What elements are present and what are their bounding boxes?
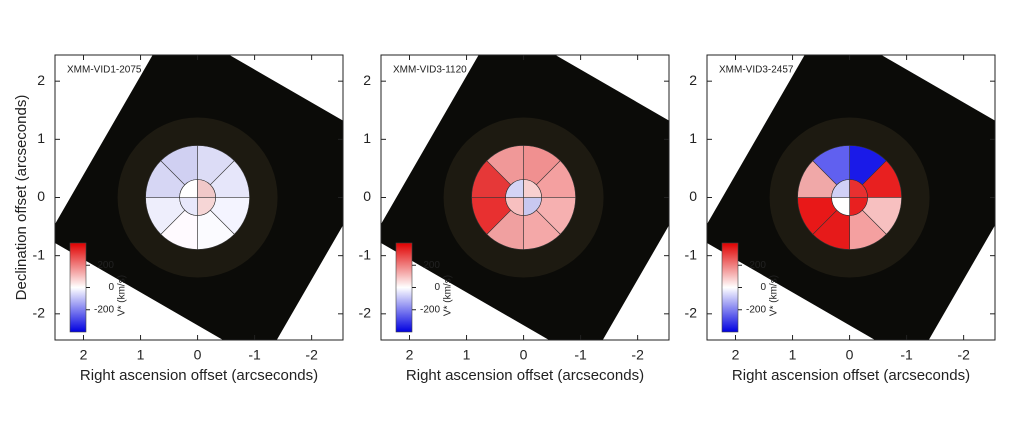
panel-title: XMM-VID3-2457 bbox=[719, 65, 794, 76]
colorbar bbox=[69, 242, 87, 333]
y-tick-label: 1 bbox=[689, 130, 697, 146]
panel: 2 1 0 -1 -2 -2 -1 0 1 2 XMM-VID1-2075 Right ascensi… bbox=[13, 54, 344, 384]
x-tick-label: -2 bbox=[957, 347, 970, 363]
colorbar-tick-label: 0 bbox=[760, 282, 766, 293]
x-tick-label: -2 bbox=[305, 347, 318, 363]
x-tick-label: 1 bbox=[463, 347, 471, 363]
x-tick-label: -2 bbox=[631, 347, 644, 363]
panel: 2 1 0 -1 -2 -2 -1 0 1 2 XMM-VID3-1120 Right ascensi… bbox=[359, 54, 670, 384]
colorbar-tick-label: -200 bbox=[420, 304, 440, 315]
velocity-bin bbox=[849, 179, 868, 198]
y-tick-label: 0 bbox=[363, 188, 371, 204]
y-tick-label: -1 bbox=[685, 246, 698, 262]
colorbar-tick-label: 0 bbox=[434, 282, 440, 293]
colorbar-tick-label: 200 bbox=[97, 260, 114, 271]
y-tick-label: 1 bbox=[363, 130, 371, 146]
y-tick-label: 2 bbox=[37, 72, 45, 88]
colorbar-label: V* (km/s) bbox=[443, 275, 454, 316]
y-tick-label: 1 bbox=[37, 130, 45, 146]
x-tick-label: 1 bbox=[789, 347, 797, 363]
x-axis-label: Right ascension offset (arcseconds) bbox=[406, 367, 644, 384]
panel-title: XMM-VID3-1120 bbox=[393, 65, 467, 76]
x-axis-label: Right ascension offset (arcseconds) bbox=[732, 367, 970, 384]
colorbar bbox=[721, 242, 739, 333]
image bbox=[707, 55, 995, 340]
y-axis-label: Declination offset (arcseconds) bbox=[13, 95, 30, 301]
y-tick-label: -2 bbox=[685, 305, 698, 321]
colorbar-tick-label: -200 bbox=[746, 304, 766, 315]
image bbox=[381, 55, 669, 340]
x-tick-label: 0 bbox=[520, 347, 528, 363]
colorbar bbox=[395, 242, 413, 333]
colorbar-tick-label: 200 bbox=[423, 260, 440, 271]
x-tick-label: 0 bbox=[846, 347, 854, 363]
panel-title: XMM-VID1-2075 bbox=[67, 65, 142, 76]
x-tick-label: -1 bbox=[574, 347, 587, 363]
x-axis-label: Right ascension offset (arcseconds) bbox=[80, 367, 318, 384]
x-tick-label: -1 bbox=[248, 347, 261, 363]
x-tick-label: 1 bbox=[137, 347, 145, 363]
colorbar-tick-label: 0 bbox=[108, 282, 114, 293]
y-tick-label: 0 bbox=[689, 188, 697, 204]
colorbar-label: V* (km/s) bbox=[117, 275, 128, 316]
y-tick-label: -1 bbox=[359, 246, 372, 262]
y-tick-label: 0 bbox=[37, 188, 45, 204]
x-tick-label: -1 bbox=[900, 347, 913, 363]
velocity-bin bbox=[197, 179, 216, 198]
x-tick-label: 0 bbox=[194, 347, 202, 363]
velocity-bin bbox=[523, 179, 542, 198]
panel: 2 1 0 -1 -2 -2 -1 0 1 2 XMM-VID3-2457 Right ascensi… bbox=[685, 54, 996, 384]
y-tick-label: -1 bbox=[33, 246, 46, 262]
x-tick-label: 2 bbox=[732, 347, 740, 363]
colorbar-tick-label: 200 bbox=[749, 260, 766, 271]
x-tick-label: 2 bbox=[406, 347, 414, 363]
colorbar-tick-label: -200 bbox=[94, 304, 114, 315]
y-tick-label: -2 bbox=[33, 305, 46, 321]
colorbar-label: V* (km/s) bbox=[769, 275, 780, 316]
y-tick-label: 2 bbox=[363, 72, 371, 88]
x-tick-label: 2 bbox=[80, 347, 88, 363]
image bbox=[55, 55, 343, 340]
y-tick-label: -2 bbox=[359, 305, 372, 321]
y-tick-label: 2 bbox=[689, 72, 697, 88]
